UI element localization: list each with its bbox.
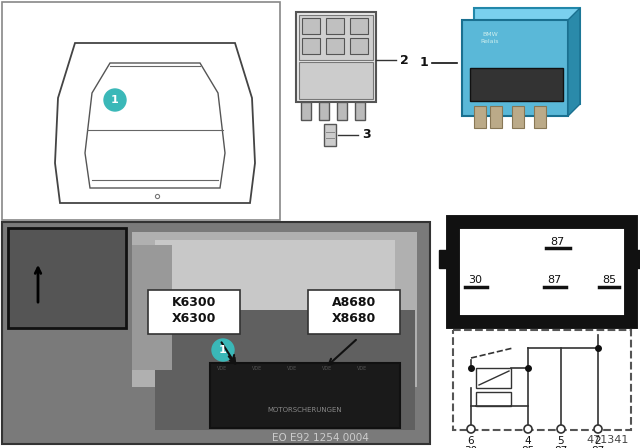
- Bar: [350, 38, 368, 54]
- Text: MOTORSCHERUNGEN: MOTORSCHERUNGEN: [268, 407, 342, 413]
- Circle shape: [557, 425, 565, 433]
- Text: 85: 85: [602, 275, 616, 285]
- Bar: [470, 68, 563, 101]
- Text: 87: 87: [591, 446, 605, 448]
- Text: EO E92 1254 0004: EO E92 1254 0004: [271, 433, 369, 443]
- Bar: [453, 330, 631, 430]
- Text: 87: 87: [550, 237, 564, 247]
- Text: 1: 1: [219, 345, 227, 355]
- Bar: [8, 228, 126, 328]
- Bar: [490, 106, 502, 128]
- Text: 30: 30: [468, 275, 482, 285]
- Circle shape: [104, 89, 126, 111]
- Bar: [296, 12, 376, 102]
- Text: VDE: VDE: [322, 366, 332, 370]
- Text: 5: 5: [557, 436, 564, 446]
- Circle shape: [212, 339, 234, 361]
- Bar: [350, 18, 368, 34]
- Bar: [155, 240, 395, 310]
- Text: VDE: VDE: [217, 366, 227, 370]
- Bar: [324, 124, 336, 146]
- Bar: [355, 102, 365, 120]
- Text: VDE: VDE: [287, 366, 297, 370]
- Bar: [308, 290, 400, 334]
- Bar: [148, 290, 240, 334]
- Text: 2: 2: [595, 436, 602, 446]
- Bar: [439, 250, 455, 268]
- Bar: [474, 8, 580, 104]
- Bar: [299, 15, 373, 60]
- Bar: [453, 222, 631, 322]
- Text: VDE: VDE: [252, 366, 262, 370]
- Text: K6300: K6300: [172, 297, 216, 310]
- Bar: [2, 222, 430, 444]
- Bar: [629, 250, 640, 268]
- Bar: [476, 368, 511, 388]
- Bar: [302, 38, 320, 54]
- Bar: [337, 102, 347, 120]
- Bar: [2, 2, 280, 220]
- Text: 4: 4: [525, 436, 531, 446]
- Text: A8680: A8680: [332, 297, 376, 310]
- Bar: [132, 245, 172, 370]
- Text: 3: 3: [362, 129, 371, 142]
- Bar: [534, 106, 546, 128]
- Text: 1: 1: [111, 95, 119, 105]
- Bar: [474, 106, 486, 128]
- Text: 85: 85: [522, 446, 534, 448]
- Bar: [301, 102, 311, 120]
- Bar: [476, 392, 511, 406]
- Bar: [462, 20, 568, 116]
- Text: X6300: X6300: [172, 311, 216, 324]
- Circle shape: [594, 425, 602, 433]
- Text: 6: 6: [468, 436, 474, 446]
- Polygon shape: [568, 8, 580, 116]
- Text: 471341: 471341: [587, 435, 629, 445]
- Bar: [326, 18, 344, 34]
- Circle shape: [524, 425, 532, 433]
- Bar: [132, 232, 417, 387]
- Bar: [299, 62, 373, 99]
- Bar: [512, 106, 524, 128]
- Text: 2: 2: [400, 53, 409, 66]
- Text: X8680: X8680: [332, 311, 376, 324]
- Bar: [319, 102, 329, 120]
- Text: 87: 87: [554, 446, 568, 448]
- Text: 30: 30: [465, 446, 477, 448]
- Bar: [210, 363, 400, 428]
- Text: BMW
Relais: BMW Relais: [481, 32, 499, 44]
- Bar: [155, 310, 415, 430]
- Bar: [326, 38, 344, 54]
- Text: VDE: VDE: [357, 366, 367, 370]
- Text: 1: 1: [419, 56, 428, 69]
- Circle shape: [467, 425, 475, 433]
- Text: 87: 87: [547, 275, 561, 285]
- Bar: [302, 18, 320, 34]
